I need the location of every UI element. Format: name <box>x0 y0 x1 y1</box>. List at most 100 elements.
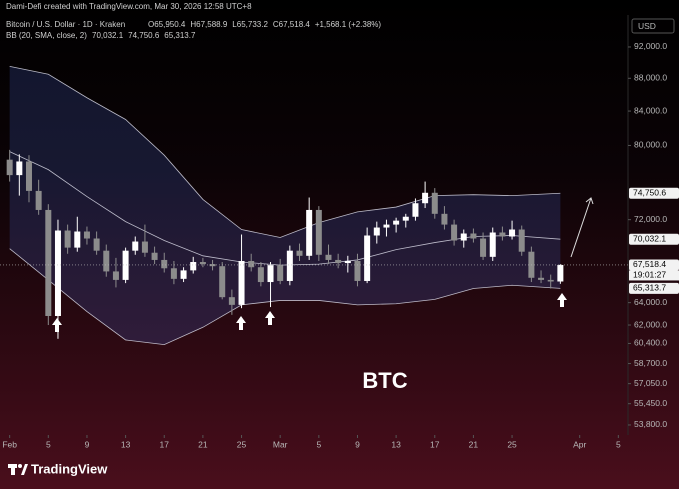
x-tick-label: 9 <box>355 439 360 449</box>
candle-body <box>74 231 81 248</box>
brand: TradingView <box>31 461 108 476</box>
candle-body <box>451 224 458 241</box>
candle-body <box>112 271 119 280</box>
arrows <box>52 293 567 332</box>
candle-body <box>431 192 438 214</box>
y-tick-label: 60,400.0 <box>634 338 667 348</box>
x-tick-label: 9 <box>85 439 90 449</box>
x-tick-label: 21 <box>198 439 208 449</box>
candle-body <box>393 220 400 225</box>
price-badge-label: 70,032.1 <box>633 233 666 243</box>
x-tick-label: 25 <box>507 439 517 449</box>
x-tick-label: 17 <box>430 439 440 449</box>
y-tick-label: 55,450.0 <box>634 398 667 408</box>
price-badge-label: 67,518.4 <box>633 259 666 269</box>
indicator-value: 74,750.6 <box>128 31 160 40</box>
y-tick-label: 58,700.0 <box>634 358 667 368</box>
x-tick-label: 13 <box>121 439 131 449</box>
x-tick-label: 25 <box>237 439 247 449</box>
y-tick-label: 64,000.0 <box>634 297 667 307</box>
y-tick-label: 53,800.0 <box>634 419 667 429</box>
candle-body <box>518 229 525 252</box>
y-tick-label: 84,000.0 <box>634 105 667 115</box>
x-tick-label: 5 <box>616 439 621 449</box>
candle-body <box>238 260 245 305</box>
candle-body <box>383 224 390 228</box>
candle-body <box>199 262 206 265</box>
y-tick-label: 62,000.0 <box>634 319 667 329</box>
candle-body <box>557 264 564 282</box>
candle-body <box>35 190 42 210</box>
y-tick-label: 80,000.0 <box>634 140 667 150</box>
x-tick-label: Apr <box>573 439 586 449</box>
candle-body <box>364 235 371 281</box>
candle-body <box>373 227 380 236</box>
price-badge-label: 74,750.6 <box>633 188 666 198</box>
y-tick-label: 92,000.0 <box>634 41 667 51</box>
candle-body <box>228 297 235 305</box>
price-badge <box>629 259 679 271</box>
candle-body <box>6 159 13 176</box>
candle-body <box>161 259 168 269</box>
x-tick-label: Mar <box>273 439 288 449</box>
candle-body <box>170 268 177 279</box>
candle-body <box>25 161 32 191</box>
candle-body <box>64 230 71 248</box>
author-line: Dami-Defi created with TradingView.com, … <box>6 2 252 11</box>
indicator-value: 70,032.1 <box>92 31 124 40</box>
candle-body <box>412 203 419 217</box>
candle-body <box>286 250 293 281</box>
ohlc-value: O65,950.4 <box>148 20 186 29</box>
candle-body <box>54 230 61 316</box>
candle-body <box>277 265 284 281</box>
candle-body <box>538 277 545 280</box>
logo-part <box>18 464 22 468</box>
band-fill <box>9 66 561 345</box>
candle-body <box>509 229 516 237</box>
candle-body <box>335 259 342 264</box>
candle-body <box>190 262 197 271</box>
y-tick-label: 88,000.0 <box>634 73 667 83</box>
price-badge <box>629 233 679 245</box>
currency[interactable]: USD <box>638 21 656 31</box>
symbol: Bitcoin / U.S. Dollar · 1D · Kraken <box>6 20 125 29</box>
candle-body <box>489 232 496 257</box>
candle-body <box>248 260 255 268</box>
candle-body <box>354 260 361 281</box>
candle-body <box>344 260 351 264</box>
ohlc-value: +1,568.1 (+2.38%) <box>315 20 382 29</box>
candle-body <box>93 238 100 251</box>
candle-body <box>132 241 139 251</box>
candle-body <box>103 250 110 272</box>
up-arrow <box>236 316 246 330</box>
x-tick-label: 21 <box>469 439 479 449</box>
plot-area <box>6 65 564 346</box>
countdown-badge <box>629 270 679 281</box>
price-badge <box>629 282 679 294</box>
up-arrow <box>557 293 567 307</box>
price-badge-label: 65,313.7 <box>633 283 666 293</box>
ohlc-value: H67,588.9 <box>190 20 227 29</box>
y-tick-label: 72,000.0 <box>634 214 667 224</box>
x-tick-label: 13 <box>391 439 401 449</box>
candle-body <box>267 265 274 283</box>
currency-box[interactable] <box>631 18 675 34</box>
candle-body <box>315 209 322 255</box>
x-tick-label: 5 <box>46 439 51 449</box>
logo-part <box>21 464 28 475</box>
candle-body <box>470 233 477 239</box>
candle-body <box>151 252 158 260</box>
candle-body <box>83 231 90 239</box>
logo-part <box>11 464 15 475</box>
projection-arrowhead <box>585 197 594 205</box>
candle-body <box>219 266 226 298</box>
price-badge <box>629 187 679 199</box>
projection-arrow <box>570 197 592 258</box>
candle-body <box>180 270 187 279</box>
candle-body <box>547 279 554 282</box>
candle-body <box>402 216 409 221</box>
x-tick-label: 5 <box>316 439 321 449</box>
indicator-value: 65,313.7 <box>164 31 196 40</box>
logo <box>8 464 28 475</box>
